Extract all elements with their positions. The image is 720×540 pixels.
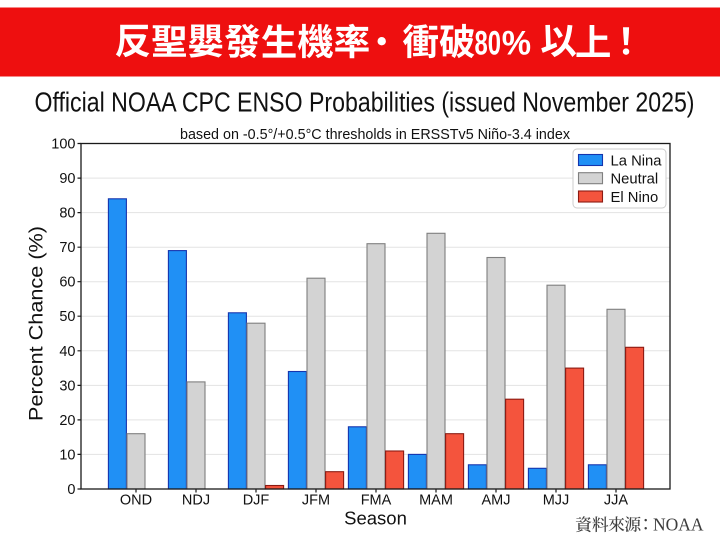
svg-text:El Nino: El Nino (611, 190, 659, 206)
svg-text:90: 90 (59, 171, 75, 187)
svg-text:Season: Season (344, 508, 407, 529)
svg-text:50: 50 (59, 309, 75, 325)
svg-text:Percent Chance (%): Percent Chance (%) (27, 226, 48, 421)
svg-text:30: 30 (59, 378, 75, 394)
svg-text:AMJ: AMJ (482, 493, 511, 509)
svg-text:DJF: DJF (243, 493, 270, 509)
svg-text:60: 60 (59, 275, 75, 291)
svg-text:MJJ: MJJ (543, 493, 570, 509)
svg-text:40: 40 (59, 344, 75, 360)
svg-text:100: 100 (51, 137, 75, 153)
svg-text:80: 80 (475, 25, 502, 63)
svg-text:OND: OND (120, 493, 152, 509)
svg-text:Official NOAA CPC ENSO Probabi: Official NOAA CPC ENSO Probabilities (is… (35, 86, 695, 117)
svg-text:La Nina: La Nina (611, 153, 663, 169)
svg-text:based on -0.5°/+0.5°C threshol: based on -0.5°/+0.5°C thresholds in ERSS… (180, 126, 570, 143)
svg-text:JJA: JJA (604, 493, 629, 509)
svg-text:NOAA: NOAA (653, 515, 704, 535)
svg-text:JFM: JFM (302, 493, 330, 509)
svg-text:MAM: MAM (419, 493, 453, 509)
svg-text:0: 0 (67, 482, 75, 498)
svg-text:%: % (502, 25, 531, 63)
svg-text:Neutral: Neutral (611, 172, 659, 188)
svg-text:10: 10 (59, 447, 75, 463)
svg-text:20: 20 (59, 413, 75, 429)
svg-text:80: 80 (59, 206, 75, 222)
svg-text:70: 70 (59, 240, 75, 256)
svg-text:NDJ: NDJ (182, 493, 210, 509)
svg-text:FMA: FMA (361, 493, 392, 509)
